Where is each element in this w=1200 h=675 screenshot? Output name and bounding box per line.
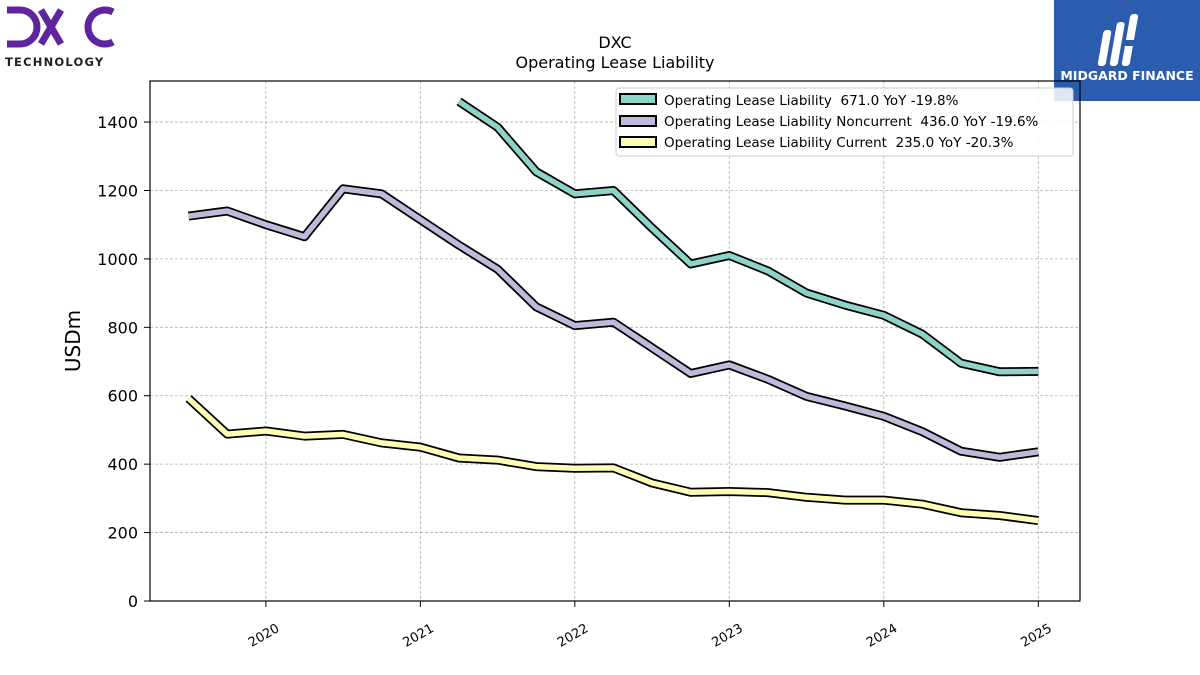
axes: 0 200 400 600 800 1000 1200 1400 2020 2021 2022 202… xyxy=(97,80,1081,651)
y-tick-label: 200 xyxy=(107,524,138,543)
y-tick-label: 0 xyxy=(128,592,138,611)
x-tick-label: 2020 xyxy=(246,621,282,651)
midgard-m-icon xyxy=(1097,14,1144,66)
company-logo-subtitle: TECHNOLOGY xyxy=(5,55,105,69)
y-axis-label: USDm xyxy=(61,310,85,372)
logo-letter-x xyxy=(37,8,65,46)
x-tick-label: 2023 xyxy=(709,621,745,651)
plot-frame xyxy=(149,80,1081,602)
legend-frame xyxy=(615,87,1074,157)
dxc-logo-mark xyxy=(7,6,115,48)
legend-label-1: Operating Lease Liability 671.0 YoY -19.… xyxy=(664,93,959,109)
y-tick-label: 1400 xyxy=(97,113,138,132)
legend-label-2: Operating Lease Liability Noncurrent 436… xyxy=(664,114,1039,130)
series-line-2 xyxy=(188,186,1039,461)
grid xyxy=(150,81,1080,602)
watermark-label: MIDGARD FINANCE xyxy=(1060,68,1194,83)
company-logo: TECHNOLOGY xyxy=(4,4,116,69)
y-tick-label: 400 xyxy=(107,455,138,474)
watermark-background xyxy=(1054,0,1200,101)
x-tick-label: 2022 xyxy=(555,621,591,651)
legend-swatch-1 xyxy=(619,93,657,105)
chart-title: DXC xyxy=(598,33,631,52)
chart-subtitle: Operating Lease Liability xyxy=(515,53,714,72)
series-lines xyxy=(185,97,1039,526)
legend-swatch-2 xyxy=(619,115,657,127)
y-tick-label: 600 xyxy=(107,387,138,406)
legend-swatch-3 xyxy=(619,136,657,148)
x-tick-label: 2024 xyxy=(864,621,900,651)
watermark-logo: MIDGARD FINANCE xyxy=(1054,0,1200,101)
y-tick-label: 1000 xyxy=(97,250,138,269)
legend: Operating Lease Liability 671.0 YoY -19.… xyxy=(615,87,1074,157)
y-tick-label: 1200 xyxy=(97,181,138,200)
x-tick-label: 2025 xyxy=(1018,621,1054,651)
series-line-1 xyxy=(457,99,1039,375)
legend-label-3: Operating Lease Liability Current 235.0 … xyxy=(664,135,1014,151)
series-line-3 xyxy=(186,396,1039,524)
x-tick-label: 2021 xyxy=(401,621,437,651)
logo-letter-c xyxy=(84,6,115,48)
y-tick-label: 800 xyxy=(107,318,138,337)
logo-letter-d xyxy=(7,6,41,48)
